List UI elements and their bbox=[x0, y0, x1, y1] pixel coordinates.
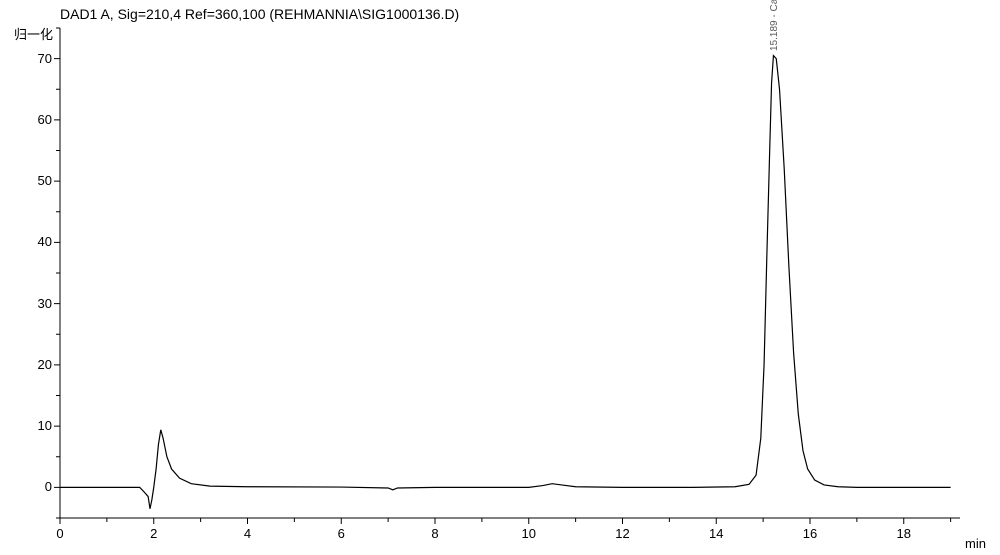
y-tick-label: 50 bbox=[28, 173, 52, 188]
peak-label: 15.189 - Catalpol bbox=[769, 0, 780, 51]
x-tick-label: 6 bbox=[331, 526, 351, 541]
y-tick-label: 20 bbox=[28, 357, 52, 372]
x-tick-label: 16 bbox=[800, 526, 820, 541]
y-tick-label: 30 bbox=[28, 296, 52, 311]
y-axis-label: 归一化 bbox=[14, 24, 53, 43]
y-tick-label: 10 bbox=[28, 418, 52, 433]
chart-title: DAD1 A, Sig=210,4 Ref=360,100 (REHMANNIA… bbox=[60, 6, 459, 22]
y-tick-label: 70 bbox=[28, 51, 52, 66]
y-tick-label: 0 bbox=[28, 479, 52, 494]
x-tick-label: 8 bbox=[425, 526, 445, 541]
x-axis-label: min bbox=[965, 536, 986, 551]
chromatogram-container: { "chart": { "type": "line", "title": "D… bbox=[0, 0, 1000, 555]
y-tick-label: 40 bbox=[28, 234, 52, 249]
x-tick-label: 0 bbox=[50, 526, 70, 541]
x-tick-label: 14 bbox=[706, 526, 726, 541]
x-tick-label: 12 bbox=[613, 526, 633, 541]
x-tick-label: 10 bbox=[519, 526, 539, 541]
x-tick-label: 18 bbox=[894, 526, 914, 541]
y-tick-label: 60 bbox=[28, 112, 52, 127]
x-tick-label: 2 bbox=[144, 526, 164, 541]
x-tick-label: 4 bbox=[238, 526, 258, 541]
chromatogram-plot bbox=[0, 0, 1000, 555]
